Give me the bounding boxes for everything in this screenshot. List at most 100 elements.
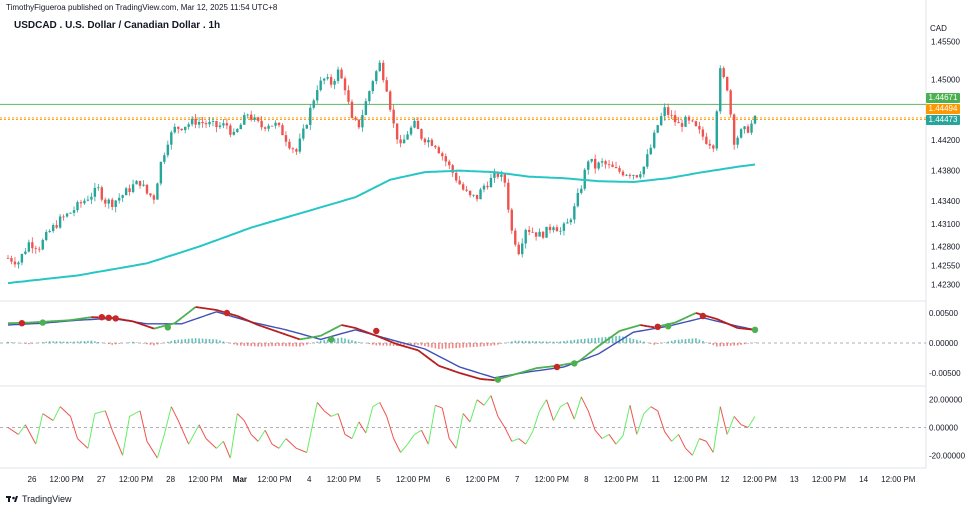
candle-body (55, 225, 58, 228)
macd-line-segment (344, 324, 349, 328)
time-axis[interactable]: 26 12:00 PM 27 12:00 PM 28 12:00 PM Mar 12:00 P… (28, 475, 916, 484)
price-tag-last: 1.44473 (926, 115, 960, 125)
tradingview-footer[interactable]: TradingView (6, 494, 72, 504)
candle-body (333, 80, 336, 85)
macd-histogram-bar (281, 343, 284, 347)
macd-line-segment (424, 354, 429, 359)
oscillator-pane[interactable]: 20.00000 0.00000 -20.00000 (0, 395, 966, 461)
oscillator-line-segment (146, 441, 158, 459)
candle-body (135, 180, 138, 185)
macd-cross-point (18, 320, 26, 327)
macd-histogram-bar (483, 343, 485, 347)
macd-histogram-bar (444, 343, 447, 349)
macd-line-segment (84, 316, 89, 320)
candle-body (114, 200, 117, 208)
oscillator-line-segment (330, 413, 339, 417)
macd-histogram-bar (41, 342, 44, 343)
macd-histogram-bar (340, 337, 343, 343)
time-axis-tick: 7 (515, 475, 520, 484)
price-pane[interactable]: 1.45500 1.45000 1.44200 1.43800 1.43400 1.431… (0, 37, 960, 290)
oscillator-line-segment (205, 438, 217, 449)
time-axis-tick: 12:00 PM (396, 475, 431, 484)
oscillator-line-segment (52, 406, 61, 421)
macd-histogram-bar (517, 340, 520, 343)
oscillator-line-segment (393, 438, 402, 453)
macd-histogram-bar (656, 343, 659, 344)
macd-histogram-bar (239, 343, 242, 346)
macd-histogram-bar (260, 343, 263, 347)
candle-body (732, 114, 736, 145)
macd-histogram-bar (302, 343, 305, 346)
time-axis-tick: 27 (97, 475, 106, 484)
candle-body (48, 230, 51, 233)
candle-body (413, 120, 416, 128)
candle-body (371, 81, 375, 92)
candle-body (614, 166, 618, 168)
macd-line-segment (327, 329, 332, 333)
macd-histogram-bar (267, 343, 270, 347)
oscillator-line-segment (59, 406, 71, 417)
oscillator-line-segment (629, 405, 638, 435)
oscillator-line-segment (504, 427, 513, 442)
oscillator-line-segment (726, 416, 735, 435)
macd-line-segment (337, 324, 342, 328)
candle-body (656, 125, 659, 133)
candle-body (177, 126, 180, 129)
candle-body (635, 175, 639, 178)
oscillator-line-segment (421, 430, 429, 445)
time-axis-tick: 12:00 PM (604, 475, 639, 484)
candle-body (555, 227, 559, 232)
macd-histogram-bar (486, 343, 489, 346)
time-axis-tick: 13 (790, 475, 799, 484)
candle-body (593, 158, 597, 169)
candle-body (131, 184, 135, 192)
macd-pane[interactable]: 0.00500 0.00000 -0.00500 (0, 306, 961, 383)
candle-body (475, 194, 479, 200)
oscillator-line-segment (344, 434, 353, 440)
macd-histogram-bar (594, 337, 596, 343)
macd-histogram-bar (577, 339, 579, 343)
macd-histogram-bar (420, 343, 423, 346)
candle-body (448, 161, 451, 166)
macd-line-segment (369, 332, 374, 336)
macd-line-segment (299, 337, 304, 341)
oscillator-line-segment (469, 399, 478, 423)
macd-line-segment (476, 377, 481, 380)
macd-line-segment (594, 345, 600, 350)
oscillator-line-segment (448, 438, 457, 449)
time-axis-tick: 26 (28, 475, 37, 484)
candle-body (611, 164, 614, 167)
macd-line-segment (438, 364, 443, 368)
macd-line-segment (608, 335, 614, 340)
candle-body (472, 194, 475, 196)
candle-body (350, 101, 354, 118)
candle-body (298, 138, 302, 152)
candle-body (743, 126, 746, 130)
macd-histogram-bar (573, 339, 576, 343)
candle-body (489, 177, 493, 188)
candle-body (291, 148, 295, 150)
macd-line-segment (633, 325, 638, 328)
macd-histogram-bar (323, 340, 325, 343)
oscillator-line-segment (650, 406, 658, 412)
candle-body (684, 116, 687, 127)
price-axis-tick: 1.42550 (931, 262, 960, 271)
macd-histogram-bar (198, 338, 200, 343)
macd-histogram-bar (615, 336, 617, 343)
candle-body (309, 107, 312, 125)
candle-body (531, 231, 534, 233)
candle-body (430, 139, 434, 146)
macd-line-segment (177, 317, 183, 322)
oscillator-line-segment (566, 402, 575, 420)
macd-line-segment (445, 367, 450, 371)
macd-histogram-bar (427, 343, 430, 347)
macd-line-segment (601, 340, 607, 345)
candle-body (38, 248, 41, 250)
candle-body (215, 121, 218, 128)
macd-line-segment (216, 309, 221, 312)
candle-body (20, 254, 24, 263)
macd-line-segment (612, 332, 617, 337)
macd-line-segment (706, 315, 711, 318)
candle-body (145, 184, 149, 194)
